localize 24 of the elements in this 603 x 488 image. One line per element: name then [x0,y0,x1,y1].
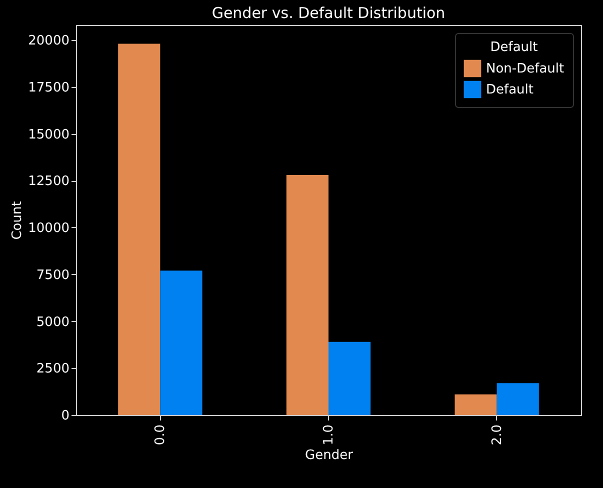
y-tick-label: 7500 [36,268,70,283]
bar [328,342,371,415]
legend-title: Default [490,40,538,55]
legend-label: Non-Default [486,62,564,76]
chart-title: Gender vs. Default Distribution [212,4,446,22]
y-tick-label: 2500 [36,362,70,377]
y-tick-label: 5000 [36,314,70,330]
y-tick-label: 15000 [28,127,70,142]
x-tick-label: 0.0 [153,424,168,446]
y-tick-label: 20000 [28,34,70,48]
y-axis-title: Count [10,201,26,240]
y-tick-label: 12500 [28,174,70,190]
bar [160,270,202,415]
y-tick-label: 17500 [28,80,70,96]
legend-label: Default [486,82,534,98]
x-tick-label: 2.0 [490,424,505,446]
bar [286,175,328,415]
bar [496,383,539,415]
y-tick-label: 10000 [28,221,70,236]
x-axis-title: Gender [305,448,354,464]
bar [118,44,160,415]
x-tick-label: 1.0 [322,424,336,446]
y-tick-label: 0 [61,408,70,424]
bar [454,394,497,415]
